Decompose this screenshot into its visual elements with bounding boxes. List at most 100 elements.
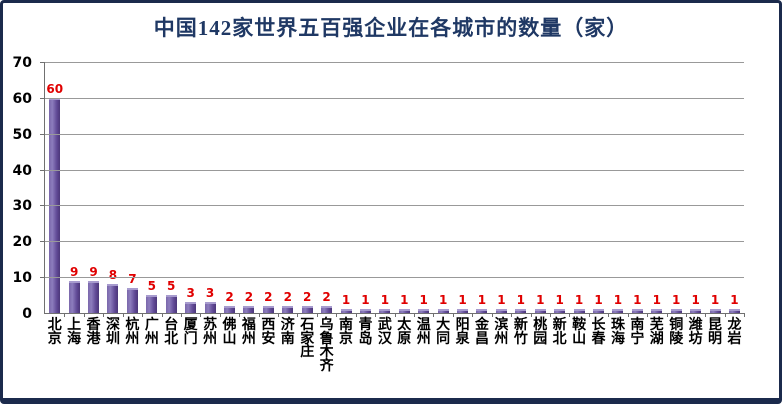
bar-column: 2 石 家 庄: [297, 63, 318, 359]
bar: [282, 305, 294, 313]
bar: [612, 309, 624, 313]
x-tick-mark: [103, 313, 105, 317]
bar: [262, 305, 274, 313]
bar-series: 60 北 京 9 上 海 9 香 港 8 深 圳 7 杭 州 5 广 州 5 台 北 3 厦 门 3 苏 州 2 佛 …: [45, 63, 746, 373]
bar-column: 1 鞍 山: [569, 63, 590, 346]
x-axis-label: 厦 门: [183, 317, 198, 347]
value-label: 1: [341, 293, 351, 308]
y-tick-label: 0: [22, 306, 32, 322]
x-tick-mark: [685, 313, 687, 317]
value-label: 2: [303, 289, 312, 304]
bar-column: 1 太 原: [395, 63, 416, 346]
value-label: 9: [69, 264, 79, 279]
gridline: [45, 169, 744, 171]
x-tick-mark: [83, 313, 85, 317]
x-axis-label: 武 汉: [377, 317, 392, 347]
x-tick-mark: [161, 313, 163, 317]
bar-column: 5 台 北: [162, 63, 182, 346]
bar: [476, 309, 488, 313]
bar: [554, 309, 566, 313]
x-tick-mark: [491, 313, 493, 317]
bar-column: 2 济 南: [278, 63, 299, 346]
value-label: 2: [225, 289, 234, 304]
y-tick-label: 20: [12, 234, 32, 251]
value-label: 1: [613, 293, 623, 308]
x-axis-label: 温 州: [416, 317, 431, 347]
value-label: 1: [458, 293, 467, 308]
bar: [321, 305, 333, 313]
x-tick-mark: [200, 313, 202, 317]
x-tick-mark: [705, 313, 707, 317]
bar: [690, 309, 702, 313]
value-label: 8: [108, 268, 118, 283]
y-tick-mark: [40, 277, 45, 279]
bar-column: 1 金 昌: [472, 63, 493, 346]
bar-column: 3 苏 州: [200, 63, 221, 346]
y-tick-mark: [40, 62, 45, 63]
bar: [340, 309, 352, 313]
x-tick-mark: [511, 313, 513, 317]
bar-column: 2 乌 鲁 木 齐: [317, 63, 338, 373]
value-label: 1: [419, 293, 428, 308]
value-label: 1: [516, 293, 526, 308]
value-label: 1: [536, 293, 545, 308]
x-tick-mark: [414, 313, 416, 317]
x-axis-label: 铜 陵: [669, 317, 684, 347]
bar-column: 9 上 海: [64, 63, 85, 346]
y-tick-label: 60: [12, 90, 32, 107]
x-axis-label: 鞍 山: [572, 317, 587, 347]
bar: [379, 309, 391, 313]
bar: [107, 284, 119, 313]
bar: [224, 305, 235, 313]
x-tick-mark: [64, 313, 66, 317]
y-tick-mark: [40, 133, 45, 135]
x-axis-label: 香 港: [86, 317, 101, 347]
bar-column: 9 香 港: [84, 63, 105, 346]
bar: [728, 309, 740, 313]
value-label: 1: [710, 293, 720, 308]
x-axis-label: 新 北: [552, 317, 567, 347]
x-tick-mark: [297, 313, 299, 317]
x-axis-label: 杭 州: [125, 317, 140, 347]
x-axis-label: 上 海: [67, 317, 82, 347]
x-tick-mark: [142, 313, 144, 317]
bar-column: 1 铜 陵: [667, 63, 687, 346]
bar: [204, 302, 216, 313]
bar-column: 1 武 汉: [375, 63, 396, 346]
bar-column: 1 青 岛: [356, 63, 377, 346]
x-axis-label: 西 安: [261, 317, 276, 347]
bar-column: 1 长 春: [589, 63, 610, 346]
value-label: 1: [652, 293, 661, 308]
x-tick-mark: [608, 313, 610, 317]
bar-column: 1 龙 岩: [725, 63, 746, 346]
value-label: 1: [730, 293, 739, 308]
bar: [243, 305, 255, 313]
gridline: [45, 241, 744, 243]
x-tick-mark: [588, 313, 590, 317]
x-tick-mark: [452, 313, 454, 317]
bar-column: 1 南 宁: [628, 63, 649, 346]
x-axis-label: 太 原: [397, 317, 412, 347]
value-label: 1: [594, 293, 603, 308]
value-label: 5: [147, 279, 156, 294]
x-axis-label: 南 京: [339, 317, 354, 347]
bar-column: 1 温 州: [414, 63, 435, 346]
y-tick-mark: [40, 205, 45, 207]
gridline: [45, 62, 744, 63]
y-tick-mark: [40, 97, 45, 99]
bar-column: 1 桃 园: [531, 63, 551, 346]
value-label: 3: [205, 286, 215, 301]
x-axis-label: 金 昌: [474, 317, 489, 347]
x-axis-label: 南 宁: [630, 317, 645, 347]
bar: [515, 309, 527, 313]
bar-column: 1 滨 州: [492, 63, 513, 346]
value-label: 1: [574, 293, 584, 308]
bar-column: 2 福 州: [239, 63, 260, 346]
bar: [49, 97, 61, 313]
value-label: 1: [691, 293, 700, 308]
bar: [631, 309, 643, 313]
x-tick-mark: [569, 313, 571, 317]
value-label: 60: [46, 81, 64, 96]
bar-column: 1 南 京: [336, 63, 357, 346]
